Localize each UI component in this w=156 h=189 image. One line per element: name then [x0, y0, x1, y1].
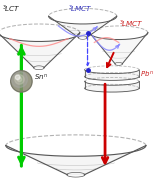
- Circle shape: [15, 75, 24, 84]
- Text: $Pb^n$: $Pb^n$: [140, 69, 154, 79]
- Polygon shape: [49, 16, 117, 38]
- Polygon shape: [0, 33, 80, 68]
- Circle shape: [11, 71, 32, 92]
- Circle shape: [11, 71, 27, 88]
- Polygon shape: [90, 33, 148, 64]
- Text: $^3\!LCT$: $^3\!LCT$: [2, 4, 20, 15]
- Text: $^3\!LMCT$: $^3\!LMCT$: [119, 19, 144, 30]
- Polygon shape: [85, 81, 139, 92]
- Polygon shape: [6, 146, 146, 175]
- Text: $^3\!LMCT$: $^3\!LMCT$: [68, 4, 93, 15]
- Circle shape: [15, 75, 20, 80]
- Text: $Sn^n$: $Sn^n$: [34, 72, 48, 82]
- Polygon shape: [85, 70, 139, 80]
- Circle shape: [17, 77, 22, 82]
